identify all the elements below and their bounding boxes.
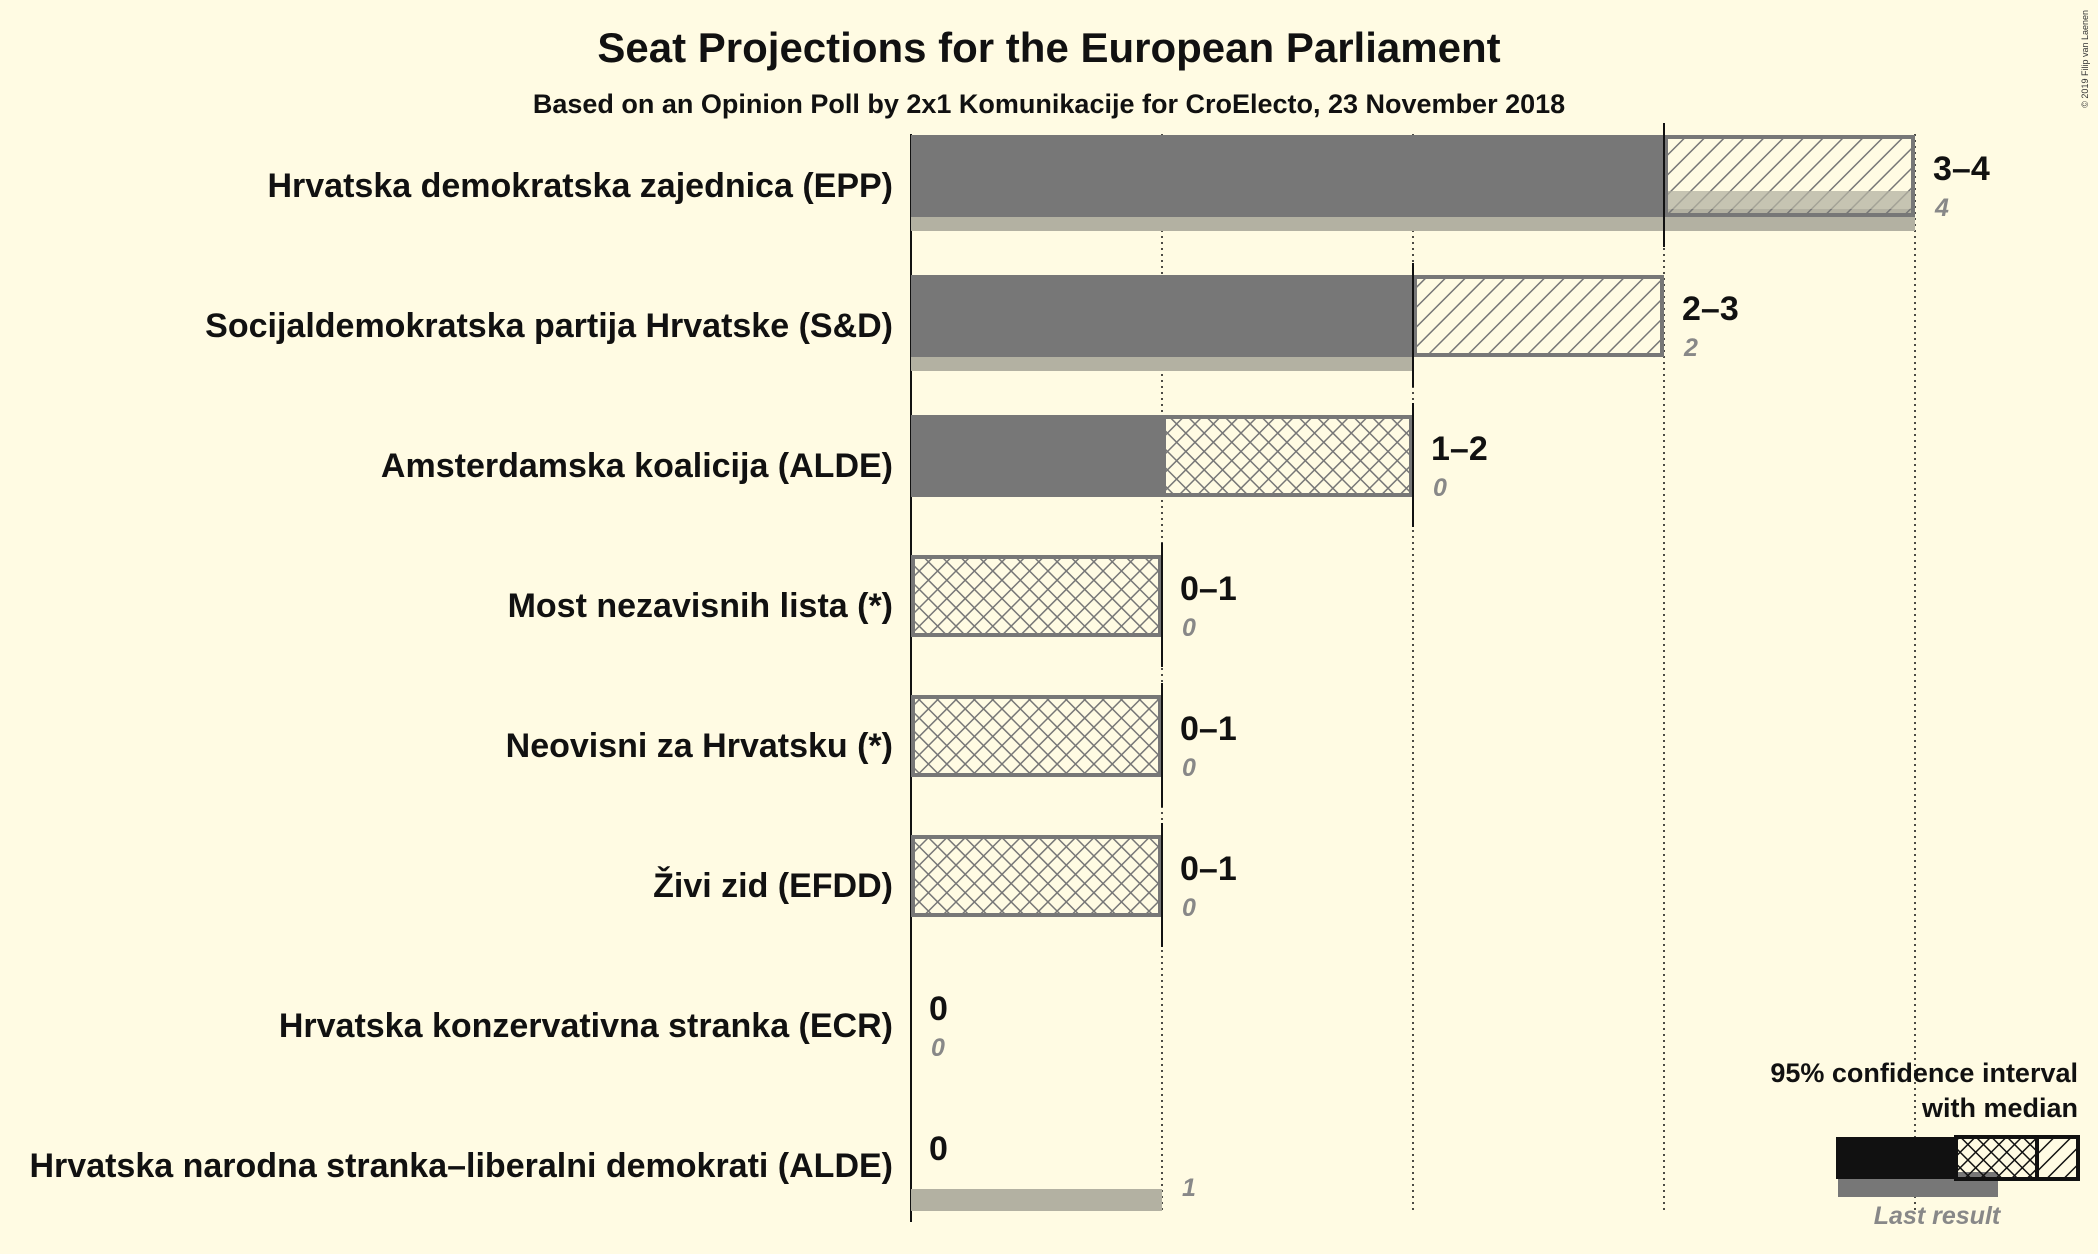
chart-title: Seat Projections for the European Parlia… (597, 24, 1500, 71)
party-row: Hrvatska narodna stranka–liberalni demok… (30, 1130, 1196, 1211)
last-result-bar (911, 1189, 1162, 1211)
last-result-label: 0 (931, 1034, 945, 1062)
last-result-label: 0 (1182, 894, 1196, 922)
party-label: Hrvatska demokratska zajednica (EPP) (267, 167, 893, 205)
copyright-note: © 2019 Filip van Laenen (2080, 10, 2090, 108)
solid-bar (911, 135, 1664, 217)
range-label: 0 (929, 990, 948, 1028)
ci-lower-bar (1162, 415, 1413, 497)
party-label: Socijaldemokratska partija Hrvatske (S&D… (205, 307, 893, 345)
party-row: Živi zid (EFDD) 0–1 0 (653, 823, 1237, 947)
last-result-label: 0 (1182, 614, 1196, 642)
range-label: 0–1 (1180, 570, 1237, 608)
legend-title-line1: 95% confidence interval (1770, 1058, 2078, 1088)
last-result-overlay (1668, 191, 1911, 209)
range-label: 3–4 (1933, 150, 1990, 188)
party-row: Amsterdamska koalicija (ALDE) 1–2 0 (381, 403, 1488, 527)
range-label: 1–2 (1431, 430, 1488, 468)
last-result-label: 0 (1182, 754, 1196, 782)
solid-bar (911, 275, 1413, 357)
legend-title-line2: with median (1921, 1093, 2078, 1123)
range-label: 2–3 (1682, 290, 1739, 328)
legend-solid-swatch (1836, 1137, 1956, 1179)
ci-upper-bar (1413, 275, 1664, 357)
legend-hatch-swatch (2035, 1135, 2080, 1181)
party-label: Neovisni za Hrvatsku (*) (506, 727, 893, 765)
ci-lower-bar (911, 555, 1162, 637)
solid-bar (911, 415, 1162, 497)
party-row: Neovisni za Hrvatsku (*) 0–1 0 (506, 683, 1237, 807)
party-label: Hrvatska konzervativna stranka (ECR) (279, 1007, 893, 1045)
ci-lower-bar (911, 835, 1162, 917)
last-result-label: 0 (1433, 474, 1447, 502)
legend: 95% confidence interval with median Last… (1770, 1058, 2080, 1230)
party-label: Hrvatska narodna stranka–liberalni demok… (30, 1147, 894, 1185)
party-row: Hrvatska demokratska zajednica (EPP) 3–4 4 (267, 123, 1990, 247)
party-label: Most nezavisnih lista (*) (508, 587, 893, 625)
legend-crosshatch-swatch (1954, 1135, 2039, 1181)
party-row: Socijaldemokratska partija Hrvatske (S&D… (205, 263, 1739, 387)
last-result-label: 2 (1683, 334, 1698, 362)
party-label: Amsterdamska koalicija (ALDE) (381, 447, 893, 485)
last-result-label: 4 (1934, 194, 1949, 222)
range-label: 0 (929, 1130, 948, 1168)
party-label: Živi zid (EFDD) (653, 867, 893, 905)
party-rows: Hrvatska demokratska zajednica (EPP) 3–4 4… (30, 123, 1990, 1211)
chart-subtitle: Based on an Opinion Poll by 2x1 Komunika… (533, 89, 1565, 119)
party-row: Hrvatska konzervativna stranka (ECR) 0 0 (279, 990, 948, 1062)
legend-last-result-label: Last result (1874, 1202, 2002, 1230)
ci-lower-bar (911, 695, 1162, 777)
range-label: 0–1 (1180, 850, 1237, 888)
party-row: Most nezavisnih lista (*) 0–1 0 (508, 543, 1237, 667)
range-label: 0–1 (1180, 710, 1237, 748)
last-result-label: 1 (1182, 1174, 1196, 1202)
